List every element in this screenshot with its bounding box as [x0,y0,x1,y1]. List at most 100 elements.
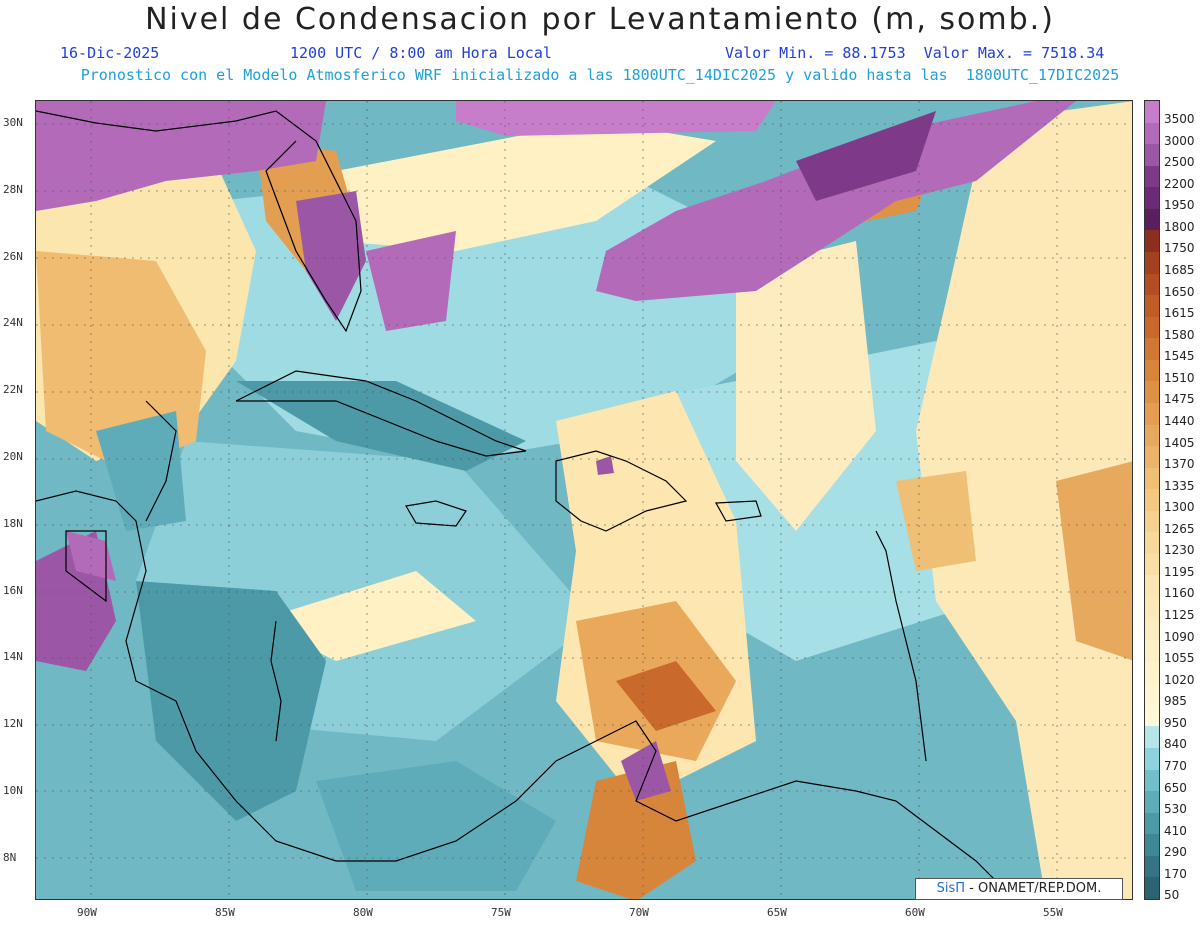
lon-label: 60W [905,906,925,919]
legend-label: 1195 [1164,564,1195,579]
legend-label: 1950 [1164,198,1195,213]
legend-swatch [1145,834,1159,857]
lon-label: 85W [215,906,235,919]
legend-label: 1335 [1164,478,1195,493]
legend-label: 1020 [1164,672,1195,687]
map-title: Nivel de Condensacion por Levantamiento … [145,2,1055,37]
lon-label: 80W [353,906,373,919]
lon-label: 55W [1043,906,1063,919]
credit-box: SisΠ - ONAMET/REP.DOM. [915,878,1123,900]
legend-swatch [1145,381,1159,404]
legend-swatch [1145,489,1159,512]
forecast-date: 16-Dic-2025 [60,44,160,62]
legend-label: 1580 [1164,327,1195,342]
lat-label: 24N [3,316,23,330]
lon-label: 75W [491,906,511,919]
legend-label: 1230 [1164,543,1195,558]
map-canvas [35,100,1133,900]
legend-label: 1090 [1164,629,1195,644]
legend-label: 50 [1164,888,1180,903]
legend-swatch [1145,683,1159,706]
legend-swatch [1145,855,1159,878]
lat-label: 22N [3,383,23,397]
legend-label: 1475 [1164,392,1195,407]
legend-label: 2200 [1164,176,1195,191]
header-info-row: 16-Dic-2025 1200 UTC / 8:00 am Hora Loca… [0,44,1200,116]
credit-brand: SisΠ [936,881,966,896]
legend-label: 1370 [1164,457,1195,472]
lon-label: 90W [77,906,97,919]
legend-label: 840 [1164,737,1187,752]
legend-swatch [1145,640,1159,663]
legend-label: 3500 [1164,112,1195,126]
legend-label: 410 [1164,823,1187,838]
lat-label: 18N [3,516,23,530]
legend-label: 290 [1164,845,1187,860]
lat-label: 8N [3,850,17,864]
lcl-field [36,101,1132,899]
lat-label: 16N [3,583,23,597]
legend-swatch [1145,187,1159,210]
legend-label: 1615 [1164,306,1195,321]
legend-label: 1055 [1164,651,1195,666]
legend-swatch [1145,597,1159,620]
legend-label: 1160 [1164,586,1195,601]
legend-swatch [1145,359,1159,382]
legend-label: 1125 [1164,608,1195,623]
legend-swatch [1145,553,1159,576]
legend-swatch [1145,446,1159,469]
legend-swatch [1145,316,1159,339]
legend-swatch [1145,618,1159,641]
legend-label: 1650 [1164,284,1195,299]
legend-swatch [1145,165,1159,188]
lat-label: 10N [3,784,23,797]
legend-label: 1800 [1164,219,1195,234]
legend-swatch [1145,122,1159,145]
legend-swatch [1145,726,1159,749]
legend-swatch [1145,704,1159,727]
legend-swatch [1145,101,1159,124]
credit-text: - ONAMET/REP.DOM. [965,881,1102,896]
legend-label: 1440 [1164,413,1195,428]
legend-swatch [1145,230,1159,253]
legend-label: 770 [1164,759,1187,774]
legend-label: 1750 [1164,241,1195,256]
legend-swatch [1145,424,1159,447]
legend-swatch [1145,208,1159,231]
model-subtitle: Pronostico con el Modelo Atmosferico WRF… [80,66,1120,84]
lat-label: 12N [3,717,23,731]
legend-swatch [1145,769,1159,792]
lat-label: 30N [3,116,23,129]
legend-swatch [1145,295,1159,318]
legend-swatch [1145,575,1159,598]
lat-label: 26N [3,249,23,263]
legend-label: 985 [1164,694,1187,709]
legend-label: 2500 [1164,155,1195,170]
legend-swatch [1145,273,1159,296]
lon-label: 70W [629,906,649,919]
legend-label: 530 [1164,802,1187,817]
legend-label: 1405 [1164,435,1195,450]
legend-colorbar [1144,100,1160,900]
min-max-values: Valor Min. = 88.1753 Valor Max. = 7518.3… [725,44,1105,62]
legend-label: 650 [1164,780,1187,795]
lat-label: 20N [3,450,23,463]
legend-label: 1510 [1164,370,1195,385]
lat-label: 14N [3,650,23,664]
legend-swatch [1145,748,1159,771]
lon-label: 65W [767,906,787,919]
legend-swatch [1145,791,1159,814]
legend-swatch [1145,661,1159,684]
legend-swatch [1145,532,1159,555]
legend-swatch [1145,877,1159,900]
forecast-time: 1200 UTC / 8:00 am Hora Local [290,44,552,62]
legend-label: 1685 [1164,262,1195,277]
legend-swatch [1145,144,1159,167]
legend-label: 1300 [1164,500,1195,515]
legend-swatch [1145,402,1159,425]
lat-label: 28N [3,182,23,196]
legend-label: 1265 [1164,521,1195,536]
legend-swatch [1145,338,1159,361]
legend-swatch [1145,467,1159,490]
legend-swatch [1145,510,1159,533]
